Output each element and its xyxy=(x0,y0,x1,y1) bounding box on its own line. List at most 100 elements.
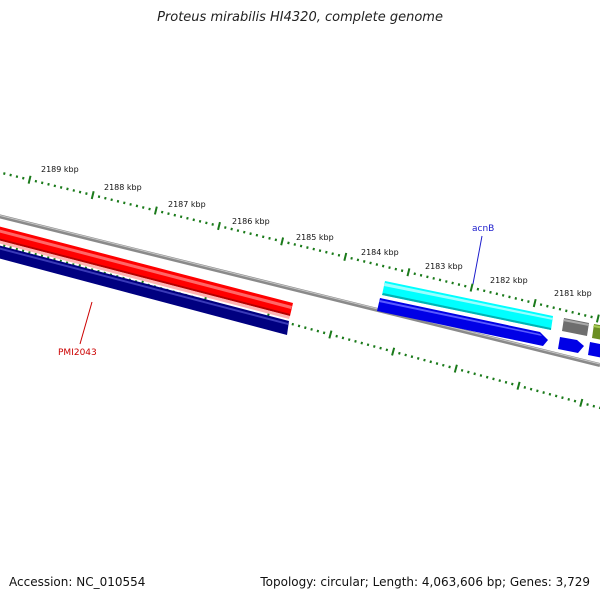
gene-blue-arrow-2[interactable] xyxy=(558,337,584,353)
minor-tick-mark xyxy=(9,173,12,177)
minor-tick-mark xyxy=(331,252,334,256)
minor-tick-mark xyxy=(467,370,470,374)
minor-tick-mark xyxy=(457,283,461,286)
gene-acnB-highlight xyxy=(384,283,553,320)
minor-tick-mark xyxy=(78,190,82,194)
minor-tick-mark xyxy=(366,343,370,347)
gene-grey-highlight xyxy=(563,319,589,326)
tick-label: 2188 kbp xyxy=(104,183,142,192)
minor-tick-mark xyxy=(379,346,382,350)
minor-tick-mark xyxy=(230,227,233,231)
major-tick-mark xyxy=(90,191,95,200)
minor-tick-mark xyxy=(15,175,19,179)
minor-tick-mark xyxy=(104,196,107,200)
minor-tick-mark xyxy=(561,396,564,400)
minor-tick-mark xyxy=(445,280,448,283)
minor-tick-mark xyxy=(460,368,464,372)
minor-tick-mark xyxy=(59,186,63,189)
minor-tick-mark xyxy=(552,306,555,310)
minor-tick-mark xyxy=(410,355,414,359)
minor-tick-mark xyxy=(293,243,297,246)
minor-tick-mark xyxy=(529,387,533,391)
minor-tick-mark xyxy=(274,238,278,242)
minor-tick-mark xyxy=(385,348,389,352)
minor-tick-mark xyxy=(571,310,574,314)
minor-tick-mark xyxy=(373,345,376,348)
minor-tick-mark xyxy=(495,292,499,296)
minor-tick-mark xyxy=(536,389,539,393)
minor-tick-mark xyxy=(211,223,214,226)
tick-label: 2187 kbp xyxy=(168,200,206,209)
gene-navy-reverse[interactable] xyxy=(0,243,289,335)
minor-tick-mark xyxy=(123,201,126,205)
outer-tick-ruler xyxy=(3,172,600,323)
minor-tick-mark xyxy=(236,229,240,233)
minor-tick-mark xyxy=(261,235,265,239)
minor-tick-mark xyxy=(565,309,568,313)
gene-label-PMI2043[interactable]: PMI2043 xyxy=(58,348,97,358)
minor-tick-mark xyxy=(542,391,545,394)
minor-tick-mark xyxy=(318,249,322,253)
minor-tick-mark xyxy=(485,375,489,379)
minor-tick-mark xyxy=(34,179,38,183)
minor-tick-mark xyxy=(173,213,177,217)
minor-tick-mark xyxy=(129,202,132,206)
minor-tick-mark xyxy=(432,277,435,280)
minor-tick-mark xyxy=(192,218,196,222)
minor-tick-mark xyxy=(381,264,385,268)
major-tick-mark xyxy=(406,268,411,277)
gene-label-acnB[interactable]: acnB xyxy=(472,224,494,234)
major-tick-mark xyxy=(579,398,584,407)
minor-tick-mark xyxy=(198,219,202,223)
minor-tick-mark xyxy=(583,314,587,317)
tick-label: 2189 kbp xyxy=(41,165,79,174)
minor-tick-mark xyxy=(312,247,315,251)
tick-label: 2185 kbp xyxy=(296,233,334,242)
minor-tick-mark xyxy=(66,187,69,191)
minor-tick-mark xyxy=(97,195,101,199)
minor-tick-mark xyxy=(160,210,164,214)
minor-tick-mark xyxy=(539,303,543,307)
minor-tick-mark xyxy=(360,341,364,345)
minor-tick-mark xyxy=(573,399,577,403)
major-tick-mark xyxy=(343,252,348,261)
minor-tick-mark xyxy=(504,380,508,384)
minor-tick-mark xyxy=(325,250,328,254)
map-title: Proteus mirabilis HI4320, complete genom… xyxy=(157,10,443,25)
minor-tick-mark xyxy=(40,181,44,185)
minor-tick-mark xyxy=(224,226,227,229)
gene-blue-3[interactable] xyxy=(588,342,600,359)
major-tick-mark xyxy=(153,206,158,215)
minor-tick-mark xyxy=(350,256,353,260)
minor-tick-mark xyxy=(179,215,183,219)
gene-navy-highlight xyxy=(0,247,288,325)
PMI2043-leader-line xyxy=(79,301,93,345)
tick-label: 2182 kbp xyxy=(490,276,528,285)
minor-tick-mark xyxy=(141,206,145,209)
minor-tick-mark xyxy=(489,290,492,294)
minor-tick-mark xyxy=(476,287,480,291)
minor-tick-mark xyxy=(567,397,571,401)
minor-tick-mark xyxy=(473,372,476,376)
major-tick-mark xyxy=(453,364,458,373)
gene-grey[interactable] xyxy=(562,318,589,336)
minor-tick-mark xyxy=(510,382,514,386)
minor-tick-mark xyxy=(167,212,170,216)
major-tick-mark xyxy=(469,283,474,292)
minor-tick-mark xyxy=(335,334,338,338)
genome-summary-text: Topology: circular; Length: 4,063,606 bp… xyxy=(260,575,590,589)
minor-tick-mark xyxy=(479,374,483,377)
minor-tick-mark xyxy=(2,244,6,248)
minor-tick-mark xyxy=(306,246,309,249)
accession-text: Accession: NC_010554 xyxy=(9,575,146,589)
minor-tick-mark xyxy=(586,403,589,406)
major-tick-mark xyxy=(516,381,521,390)
minor-tick-mark xyxy=(435,362,439,365)
minor-tick-mark xyxy=(356,258,360,262)
minor-tick-mark xyxy=(400,269,404,273)
minor-tick-mark xyxy=(464,284,467,288)
gene-PMI2043-shade xyxy=(0,238,290,316)
minor-tick-mark xyxy=(341,336,345,340)
minor-tick-mark xyxy=(498,379,502,383)
gene-separator xyxy=(0,240,290,319)
